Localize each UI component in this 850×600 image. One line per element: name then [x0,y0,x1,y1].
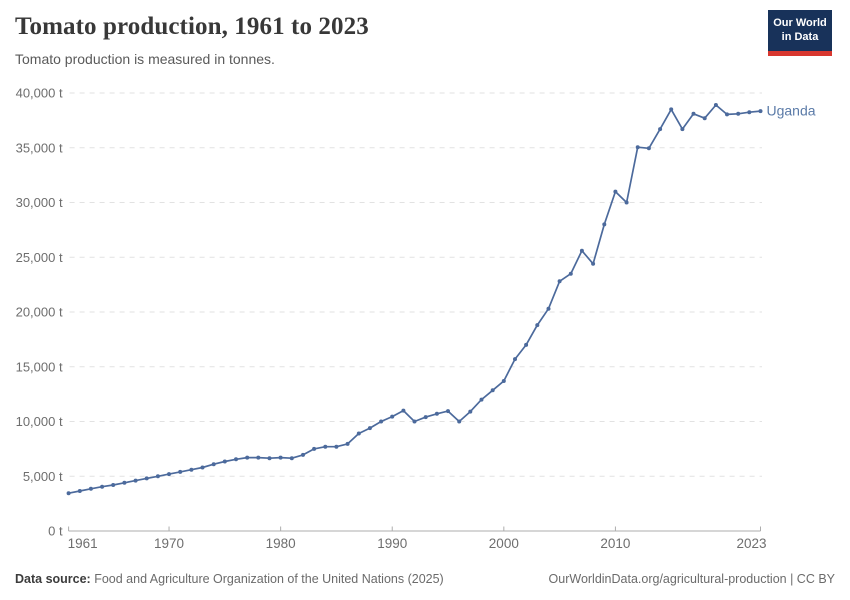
data-point[interactable] [412,419,417,424]
data-source: Data source: Food and Agriculture Organi… [15,572,444,586]
data-point[interactable] [602,222,607,227]
data-point[interactable] [736,111,741,116]
data-point[interactable] [635,145,640,150]
credit-line: OurWorldinData.org/agricultural-producti… [548,572,835,586]
data-point[interactable] [613,189,618,194]
data-point[interactable] [211,462,216,467]
data-point[interactable] [301,452,305,457]
data-point[interactable] [680,127,685,132]
y-axis-tick-label: 5,000 t [23,469,63,484]
owid-logo-red-strip [768,50,832,56]
x-axis-tick-label: 1990 [377,536,407,551]
chart-title: Tomato production, 1961 to 2023 [15,13,369,40]
data-point[interactable] [434,411,439,416]
owid-logo-line1: Our World [773,17,827,29]
x-axis-tick-label: 1980 [266,536,296,551]
data-point[interactable] [189,467,194,472]
chart-subtitle: Tomato production is measured in tonnes. [15,51,275,67]
data-point[interactable] [713,103,718,107]
data-point[interactable] [144,476,149,481]
data-source-text: Food and Agriculture Organization of the… [90,572,444,586]
x-axis-tick-label: 1970 [154,536,184,551]
data-point[interactable] [669,107,674,112]
data-point[interactable] [88,486,93,491]
data-point[interactable] [234,457,238,462]
data-point[interactable] [591,261,596,266]
uganda-line[interactable] [67,104,762,495]
y-axis-tick-label: 35,000 t [16,140,63,155]
data-point[interactable] [222,459,227,464]
data-point[interactable] [155,474,160,479]
data-point[interactable] [323,444,328,449]
y-axis-tick-label: 20,000 t [16,305,63,320]
data-point[interactable] [334,444,339,449]
data-source-label: Data source: [15,572,91,586]
chart-footer: Data source: Food and Agriculture Organi… [0,562,850,600]
data-point[interactable] [568,271,573,276]
y-axis-tick-label: 25,000 t [16,250,63,265]
data-point[interactable] [513,357,517,362]
data-point[interactable] [468,409,473,414]
data-point[interactable] [490,388,495,393]
data-point[interactable] [535,323,540,328]
x-axis-tick-label: 2000 [489,536,519,551]
data-point[interactable] [446,409,450,414]
data-point[interactable] [77,489,82,493]
data-point[interactable] [289,456,294,461]
data-point[interactable] [256,455,261,460]
data-point[interactable] [133,478,138,483]
data-point[interactable] [278,455,283,460]
y-axis-tick-label: 40,000 t [16,86,63,101]
data-point[interactable] [579,248,584,253]
data-point[interactable] [356,431,361,436]
data-point[interactable] [200,465,205,470]
data-point[interactable] [245,455,250,460]
x-axis-tick-label: 2010 [600,536,630,551]
data-point[interactable] [267,456,272,461]
data-point[interactable] [367,426,372,431]
y-axis-tick-label: 30,000 t [16,195,63,210]
data-point[interactable] [457,419,462,424]
data-point[interactable] [747,110,752,115]
data-point[interactable] [379,419,384,424]
data-point[interactable] [390,414,395,419]
data-point[interactable] [501,379,506,383]
data-point[interactable] [702,116,707,121]
y-axis-tick-label: 15,000 t [16,359,63,374]
owid-logo-text: Our World in Data [768,10,832,51]
tomato-production-line-chart: 0 t 5,000 t 10,000 t 15,000 t 20,000 t 25,000… [16,86,816,552]
data-point[interactable] [725,112,729,117]
y-axis-tick-label: 0 t [48,524,63,539]
data-point[interactable] [479,397,484,402]
data-point[interactable] [100,484,105,489]
data-point[interactable] [401,408,406,413]
owid-logo-line2: in Data [781,30,819,43]
data-point[interactable] [312,446,317,451]
data-point[interactable] [122,480,127,485]
data-point[interactable] [66,491,71,496]
data-point[interactable] [624,200,629,205]
data-point[interactable] [111,483,116,487]
x-axis-tick-label: 2023 [736,536,766,551]
data-point[interactable] [167,472,171,477]
data-point[interactable] [524,342,529,347]
y-axis-tick-label: 10,000 t [16,414,63,429]
data-point[interactable] [646,146,651,151]
data-point[interactable] [423,415,428,420]
data-point[interactable] [546,306,551,311]
series-label-uganda[interactable]: Uganda [767,103,816,119]
data-point[interactable] [658,127,663,132]
data-point[interactable] [178,469,183,474]
owid-logo: Our World in Data [768,10,832,56]
data-point[interactable] [758,109,763,114]
x-axis-tick-label: 1961 [68,536,98,551]
data-point[interactable] [557,279,562,284]
data-point[interactable] [345,441,350,446]
data-point[interactable] [691,111,696,116]
